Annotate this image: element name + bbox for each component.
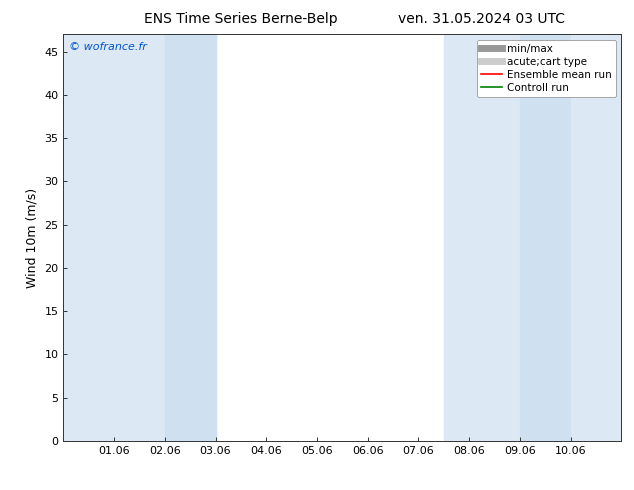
Text: ven. 31.05.2024 03 UTC: ven. 31.05.2024 03 UTC (398, 12, 566, 26)
Bar (520, 34, 571, 441)
Bar (444, 34, 571, 441)
Bar (571, 34, 621, 441)
Text: © wofrance.fr: © wofrance.fr (69, 43, 147, 52)
Bar (63, 34, 216, 441)
Legend: min/max, acute;cart type, Ensemble mean run, Controll run: min/max, acute;cart type, Ensemble mean … (477, 40, 616, 97)
Bar (165, 34, 216, 441)
Y-axis label: Wind 10m (m/s): Wind 10m (m/s) (26, 188, 39, 288)
Text: ENS Time Series Berne-Belp: ENS Time Series Berne-Belp (144, 12, 338, 26)
